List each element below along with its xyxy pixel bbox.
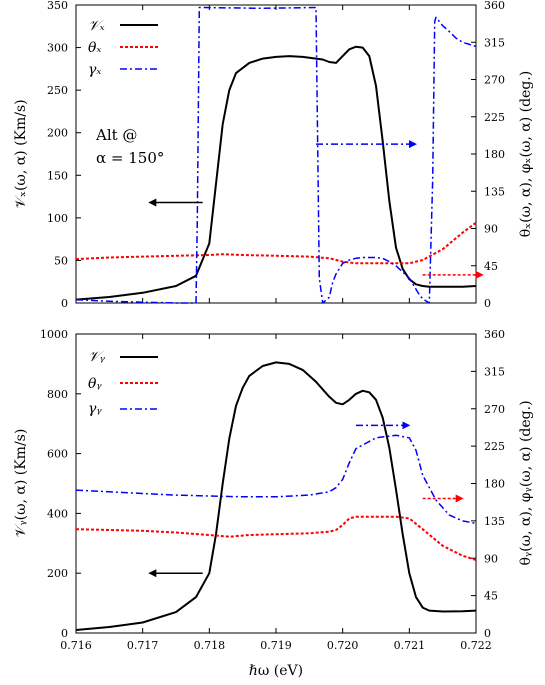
right-tick-label: 0 [484,297,491,310]
bottom-legend-label-1: 𝒱ᵧ [88,349,106,365]
bottom-ticks: 0.716 0.717 0.718 0.719 0.720 0.721 0.72202004… [40,328,505,652]
bottom-legend-label-3: γᵧ [88,401,102,417]
left-tick-label: 600 [47,448,68,461]
x-axis-label: ℏω (eV) [249,663,303,679]
series-line-3 [75,6,477,304]
top-annotation-line-1: Alt @ [95,126,137,144]
x-tick-label: 0.718 [194,639,226,652]
top-panel: 0 50 100 150 200 250 300 350 0 45 90 135 180 225 270 31… [13,0,534,310]
top-right-axis-label: θₓ(ω, α), φₓ(ω, α) (deg.) [518,71,534,237]
right-tick-label: 135 [484,185,505,198]
left-tick-label: 0 [61,627,68,640]
right-tick-label: 270 [484,403,505,416]
top-legend: 𝒱ₓ θₓ γₓ [88,18,158,78]
bottom-arrows [148,421,464,578]
right-tick-label: 0 [484,627,491,640]
right-tick-label: 45 [484,260,498,273]
right-tick-label: 315 [484,36,505,49]
left-tick-label: 50 [54,254,68,267]
series-line-2 [75,221,477,265]
x-tick-label: 0.721 [394,639,426,652]
left-tick-label: 1000 [40,328,68,341]
top-ticks: 0 50 100 150 200 250 300 350 0 45 90 135 180 225 270 31… [47,0,505,310]
right-tick-label: 90 [484,552,498,565]
left-tick-label: 100 [47,212,68,225]
top-annotation-line-2: α = 150° [96,149,164,167]
x-tick-label: 0.719 [260,639,292,652]
top-series [75,6,477,304]
series-line-3 [75,434,477,525]
bottom-series [75,361,477,631]
left-tick-label: 350 [47,0,68,12]
bottom-panel: 0.716 0.717 0.718 0.719 0.720 0.721 0.72202004… [13,328,534,652]
left-tick-label: 800 [47,388,68,401]
left-tick-label: 200 [47,127,68,140]
x-tick-label: 0.720 [327,639,359,652]
right-tick-label: 180 [484,478,505,491]
right-tick-label: 180 [484,148,505,161]
x-tick-label: 0.716 [60,639,92,652]
bottom-left-axis-label: 𝒱ᵧ(ω, α) (Km/s) [13,429,29,538]
right-tick-label: 360 [484,328,505,341]
top-legend-label-2: θₓ [88,40,101,56]
right-tick-label: 135 [484,515,505,528]
right-tick-label: 225 [484,111,505,124]
left-tick-label: 0 [61,297,68,310]
bottom-legend: 𝒱ᵧ θᵧ γᵧ [88,349,158,417]
series-line-2 [75,515,477,561]
bottom-plot-frame [75,333,477,634]
bottom-right-axis-label: θᵧ(ω, α), φᵧ(ω, α) (deg.) [518,400,534,565]
right-tick-label: 315 [484,365,505,378]
bottom-legend-label-2: θᵧ [88,376,102,392]
left-tick-label: 300 [47,42,68,55]
left-tick-label: 250 [47,84,68,97]
top-left-axis-label: 𝒱ₓ(ω, α) (Km/s) [13,99,29,208]
right-tick-label: 360 [484,0,505,12]
top-legend-label-3: γₓ [88,62,101,78]
top-arrows [148,140,484,279]
left-tick-label: 200 [47,567,68,580]
top-legend-label-1: 𝒱ₓ [88,18,105,34]
series-line-1 [75,361,477,631]
left-tick-label: 150 [47,169,68,182]
right-tick-label: 45 [484,590,498,603]
x-tick-label: 0.722 [460,639,492,652]
right-tick-label: 90 [484,223,498,236]
left-tick-label: 400 [47,507,68,520]
right-tick-label: 225 [484,440,505,453]
right-tick-label: 270 [484,74,505,87]
x-tick-label: 0.717 [127,639,159,652]
